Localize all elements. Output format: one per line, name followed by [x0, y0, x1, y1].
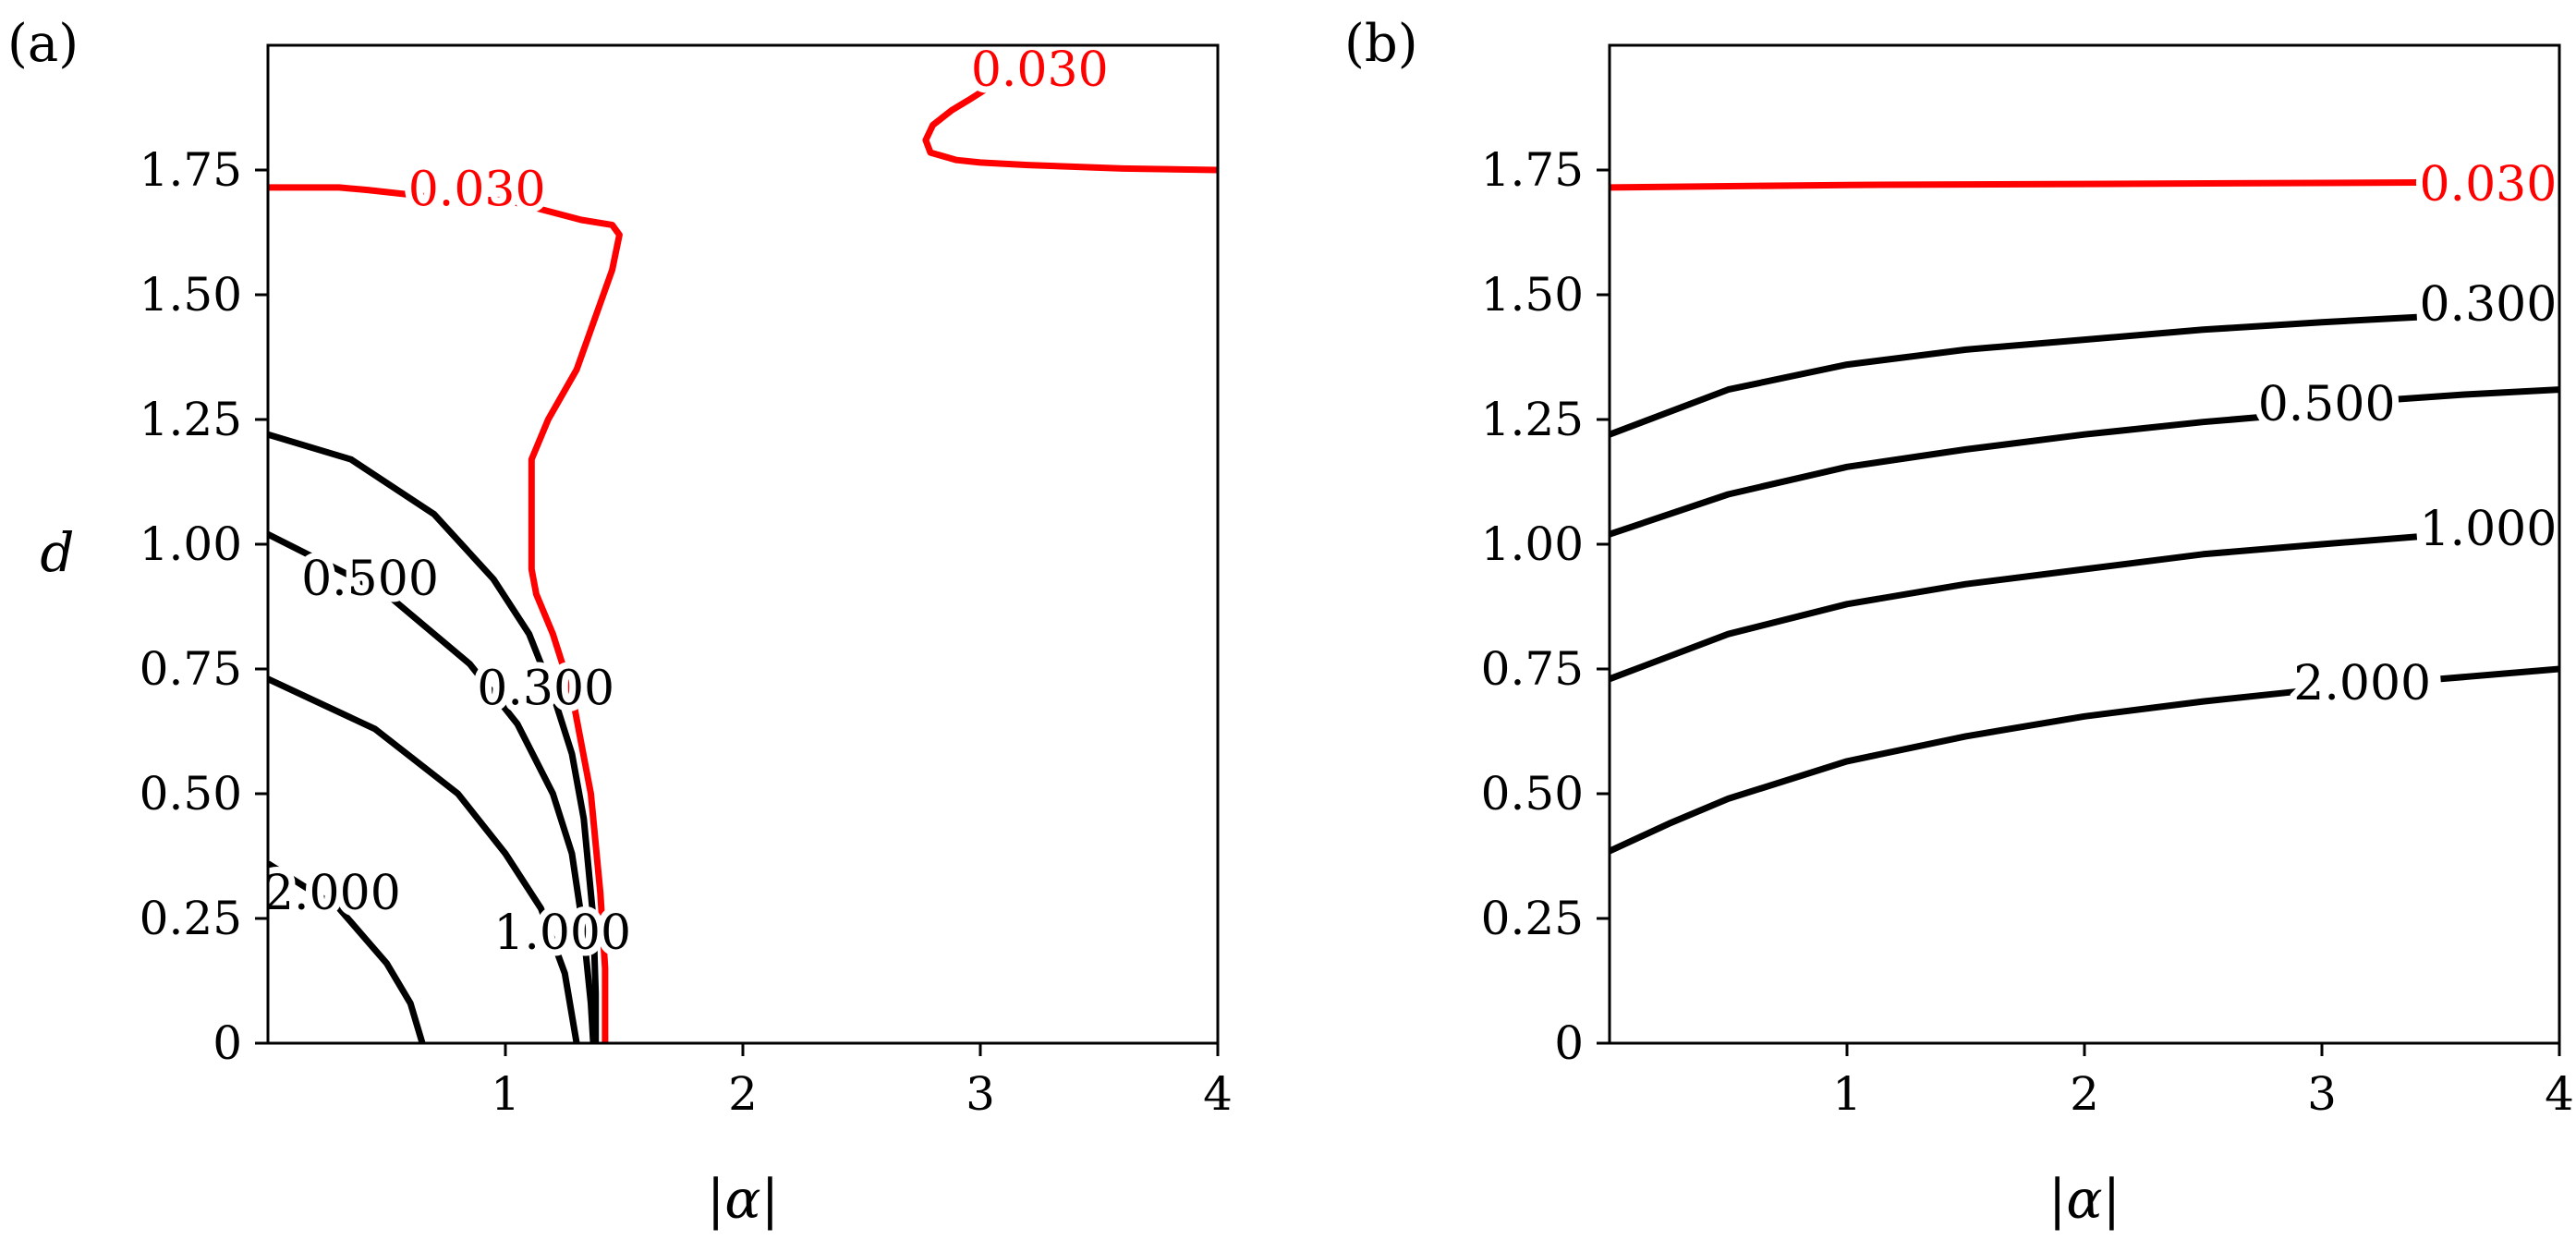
contour-line-0.030: [1610, 179, 2417, 191]
x-tick-label: 4: [1203, 1067, 1233, 1121]
contour-line-0.030: [268, 184, 623, 1043]
y-tick-label: 1.25: [1481, 393, 1584, 446]
x-tick-label: 1: [491, 1067, 520, 1121]
contour-label-1.000: 1.000: [2419, 502, 2557, 557]
y-axis-label: d: [40, 521, 74, 584]
y-tick-label: 0.25: [140, 892, 242, 945]
y-tick-label: 1.00: [1481, 517, 1584, 571]
contours: [268, 82, 1218, 1043]
contour-line-2.000: [1610, 687, 2299, 855]
contour-line-0.030: [922, 82, 1218, 174]
x-tick-label: 3: [966, 1067, 995, 1121]
contour-label-0.030: 0.030: [2419, 157, 2557, 213]
y-tick-label: 0: [213, 1016, 242, 1070]
contour-line-2.000: [268, 860, 426, 1043]
contour-line-2.000-segment: [2440, 665, 2559, 683]
x-axis-label: |α|: [2048, 1168, 2120, 1231]
x-tick-label: 4: [2545, 1067, 2574, 1121]
contour-label-2.000: 2.000: [2293, 656, 2431, 711]
contour-label-0.300: 0.300: [2419, 277, 2557, 333]
y-tick-label: 0: [1554, 1016, 1584, 1070]
contour-label-2.000: 2.000: [263, 866, 401, 921]
contour-line-1.000: [1610, 533, 2418, 683]
contour-line-0.500-segment: [2392, 386, 2559, 403]
contour-label-0.030: 0.030: [971, 43, 1109, 98]
panel-label: (a): [7, 14, 79, 74]
y-tick-label: 1.50: [1481, 268, 1584, 322]
x-tick-label: 2: [728, 1067, 758, 1121]
panel-label: (b): [1344, 14, 1418, 74]
panel-b: (b) 0.030 0.300 0.500 1.000 2.000 1 2 3 4 0 0.25 0.5…: [1344, 14, 2574, 1231]
contour-line-0.500: [268, 531, 597, 1043]
x-axis-label: |α|: [707, 1168, 779, 1231]
contour-line-1.000: [268, 675, 580, 1043]
y-tick-label: 1.25: [140, 393, 242, 446]
y-tick-label: 1.00: [140, 517, 242, 571]
contour-label-0.500: 0.500: [301, 552, 439, 607]
y-tick-label: 0.50: [140, 767, 242, 821]
y-tick-label: 0.75: [1481, 642, 1584, 696]
y-tick-label: 1.75: [1481, 143, 1584, 197]
contour-label-1.000: 1.000: [493, 906, 631, 961]
y-tick-label: 0.25: [1481, 892, 1584, 945]
x-tick-label: 2: [2070, 1067, 2099, 1121]
y-tick-label: 0.75: [140, 642, 242, 696]
x-tick-label: 3: [2307, 1067, 2337, 1121]
plot-frame: [1608, 43, 2561, 1045]
contour-line-0.300: [1610, 313, 2417, 438]
contour-line-0.500: [1610, 413, 2264, 538]
contours: [1610, 179, 2559, 855]
x-tick-label: 1: [1832, 1067, 1862, 1121]
y-tick-label: 0.50: [1481, 767, 1584, 821]
y-tick-label: 1.75: [140, 143, 242, 197]
panel-a: (a) 0.030 0.030 0.300 0.500 1.000 2.000 1 2 3 4 0 0.…: [7, 14, 1233, 1231]
contour-label-0.030: 0.030: [408, 163, 546, 218]
contour-label-0.300: 0.300: [477, 662, 614, 717]
contour-line-0.300: [268, 431, 600, 1043]
contour-label-0.500: 0.500: [2258, 377, 2396, 432]
y-tick-label: 1.50: [140, 268, 242, 322]
